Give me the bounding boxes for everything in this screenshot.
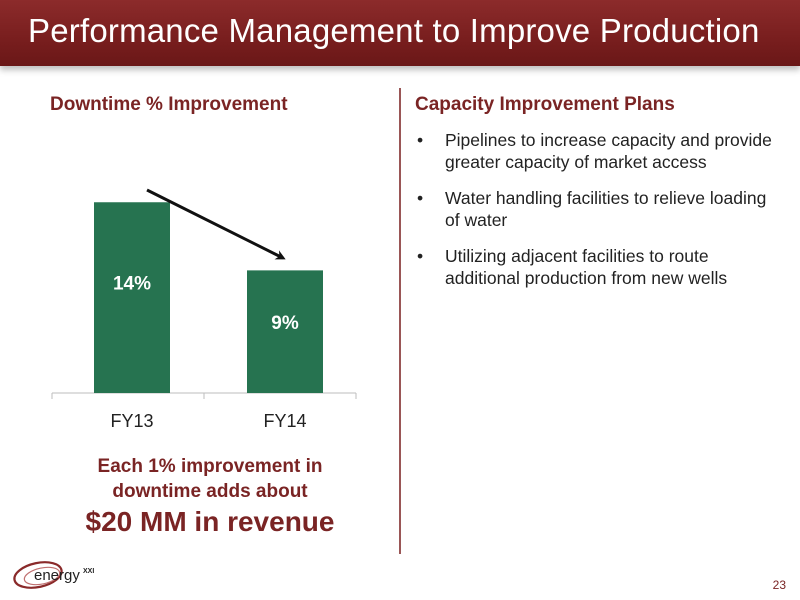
- trend-arrow: [146, 188, 286, 260]
- plans-heading: Capacity Improvement Plans: [415, 94, 675, 115]
- column-divider: [399, 88, 401, 554]
- logo-wordmark: energy: [34, 567, 80, 584]
- bullet-item: • Water handling facilities to relieve lo…: [415, 188, 775, 231]
- slide-title: Performance Management to Improve Produc…: [28, 12, 760, 49]
- category-label: FY14: [263, 411, 306, 431]
- callout-line-2: downtime adds about: [112, 481, 308, 502]
- bar-fy13: [94, 202, 170, 393]
- bullet-text: Utilizing adjacent facilities to route a…: [445, 246, 728, 288]
- logo-superscript: XXI: [83, 568, 94, 575]
- bar-data-label: 9%: [271, 313, 299, 334]
- energy-xxi-logo: energy XXI: [13, 561, 94, 589]
- callout-revenue: $20 MM in revenue: [85, 506, 335, 537]
- bullet-dot: •: [417, 188, 424, 208]
- chart-heading: Downtime % Improvement: [50, 94, 288, 115]
- bullet-item: • Pipelines to increase capacity and prov…: [415, 130, 775, 173]
- downtime-bar-chart: 14% FY13 9% FY14: [51, 188, 357, 431]
- page-number: 23: [772, 578, 786, 592]
- bullet-text: Water handling facilities to relieve loa…: [445, 188, 767, 230]
- bar-fy14: [247, 270, 323, 393]
- title-bar: Performance Management to Improve Produc…: [0, 0, 800, 66]
- callout-line-1: Each 1% improvement in: [97, 456, 323, 477]
- bullet-text: Pipelines to increase capacity and provi…: [445, 130, 772, 172]
- bullet-dot: •: [417, 246, 424, 266]
- capacity-plans-list: • Pipelines to increase capacity and prov…: [415, 130, 775, 304]
- bullet-item: • Utilizing adjacent facilities to route …: [415, 246, 775, 289]
- bullet-dot: •: [417, 130, 424, 150]
- category-label: FY13: [110, 411, 153, 431]
- bar-data-label: 14%: [113, 273, 151, 294]
